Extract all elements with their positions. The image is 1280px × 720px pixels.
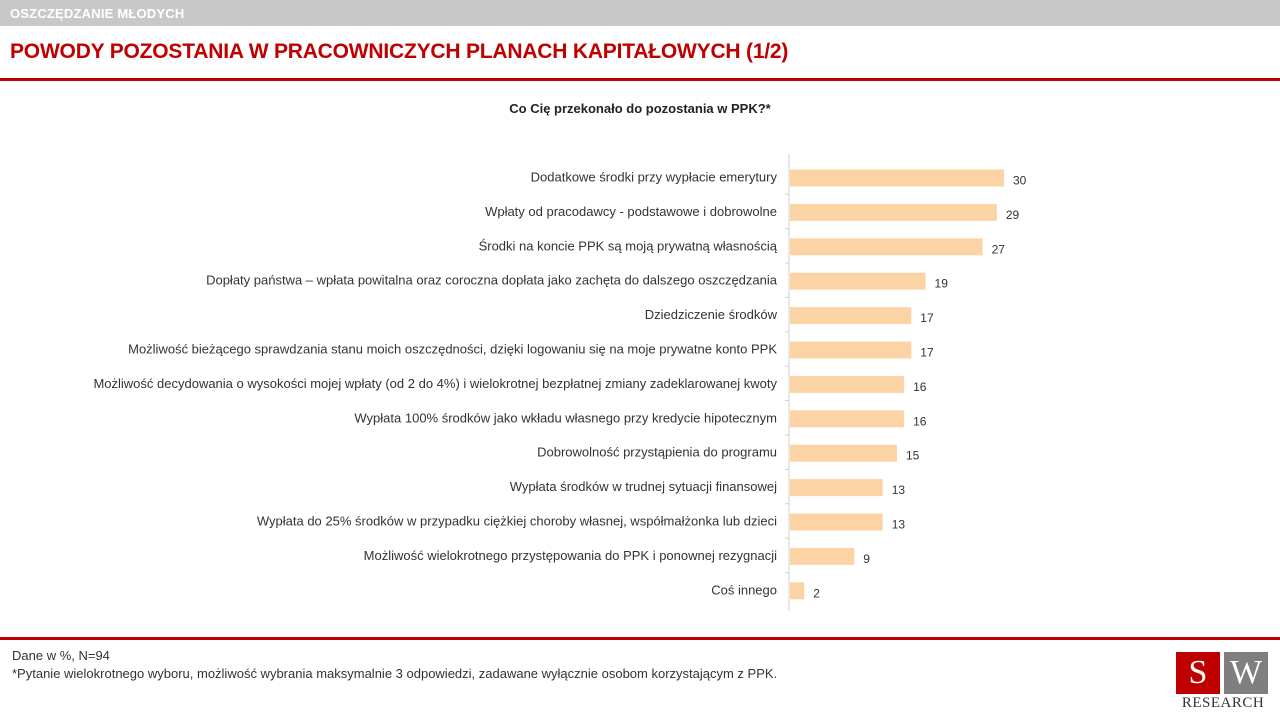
logo-letter-s: S (1176, 652, 1220, 694)
value-label: 17 (920, 346, 934, 360)
value-label: 30 (1013, 174, 1027, 188)
logo-wordmark: RESEARCH (1181, 695, 1265, 711)
bar (790, 410, 905, 428)
value-label: 2 (813, 586, 820, 600)
category-label: Środki na koncie PPK są moją prywatną wł… (479, 238, 778, 253)
value-label: 16 (913, 414, 927, 428)
section-label: OSZCZĘDZANIE MŁODYCH (10, 6, 185, 21)
category-label: Możliwość wielokrotnego przystępowania d… (364, 548, 777, 563)
title-divider (0, 78, 1280, 81)
value-label: 17 (920, 311, 934, 325)
bar (790, 272, 926, 290)
bar (790, 513, 883, 531)
sample-note: Dane w %, N=94 (12, 648, 110, 663)
value-label: 13 (892, 483, 906, 497)
question-note: *Pytanie wielokrotnego wyboru, możliwość… (12, 666, 778, 681)
value-label: 13 (892, 518, 906, 532)
category-label: Dopłaty państwa – wpłata powitalna oraz … (206, 273, 778, 288)
bar (790, 169, 1004, 187)
value-label: 15 (906, 449, 920, 463)
value-label: 16 (913, 380, 927, 394)
bar (790, 582, 805, 600)
category-label: Możliwość bieżącego sprawdzania stanu mo… (128, 342, 777, 357)
category-label: Wypłata do 25% środków w przypadku ciężk… (257, 514, 777, 529)
category-label: Dobrowolność przystąpienia do programu (537, 445, 777, 460)
section-bar: OSZCZĘDZANIE MŁODYCH (0, 0, 1280, 26)
category-label: Wypłata środków w trudnej sytuacji finan… (510, 479, 777, 494)
category-label: Wypłata 100% środków jako wkładu własneg… (354, 410, 777, 425)
bar (790, 238, 983, 256)
category-label: Dodatkowe środki przy wypłacie emerytury (531, 170, 778, 185)
category-label: Coś innego (711, 582, 777, 597)
chart-title: Co Cię przekonało do pozostania w PPK?* (509, 101, 771, 116)
footer-divider (0, 637, 1280, 640)
category-label: Dziedziczenie środków (645, 307, 778, 322)
value-label: 19 (935, 277, 949, 291)
logo-letter-w: W (1224, 652, 1268, 694)
page-title: POWODY POZOSTANIA W PRACOWNICZYCH PLANAC… (10, 40, 789, 63)
category-label: Możliwość decydowania o wysokości mojej … (93, 376, 777, 391)
bar (790, 203, 997, 221)
value-label: 29 (1006, 208, 1020, 222)
value-label: 27 (992, 242, 1006, 256)
bar-chart: Dodatkowe środki przy wypłacie emerytury… (93, 153, 1027, 611)
bar (790, 341, 912, 359)
bar (790, 375, 905, 393)
category-label: Wpłaty od pracodawcy - podstawowe i dobr… (485, 204, 777, 219)
bar (790, 547, 855, 565)
value-label: 9 (863, 552, 870, 566)
bar (790, 444, 897, 462)
bar (790, 307, 912, 325)
sw-research-logo: S W RESEARCH (1176, 652, 1270, 714)
bar (790, 479, 883, 497)
